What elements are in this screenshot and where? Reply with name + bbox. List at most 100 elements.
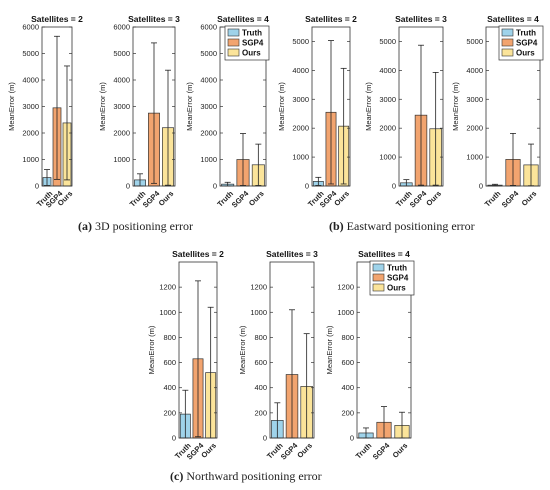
y-tick-label: 0	[172, 434, 176, 443]
y-axis-label: MeanError (m)	[7, 82, 16, 131]
y-axis-label: MeanError (m)	[185, 82, 194, 131]
y-tick-label: 6000	[22, 23, 39, 32]
y-tick-label: 5000	[200, 49, 217, 58]
y-tick-label: 2000	[200, 129, 217, 138]
x-tick-label-ours: Ours	[295, 441, 314, 460]
caption-c-tag: (c)	[170, 469, 184, 483]
chart-6: 0 1000 2000 3000 4000 5000 Satellites = 4 MeanE…	[451, 14, 544, 210]
legend-label-ours: Ours	[242, 49, 261, 58]
y-tick-label: 1000	[200, 155, 217, 164]
y-axis-label: MeanError (m)	[98, 82, 107, 131]
legend-swatch-sgp4	[227, 38, 240, 47]
chart-title: Satellites = 4	[358, 249, 410, 259]
chart-title: Satellites = 4	[217, 14, 269, 24]
caption-b: (b) Eastward positioning error	[329, 219, 475, 234]
y-tick-label: 4000	[379, 66, 396, 75]
y-axis-label: MeanError (m)	[364, 82, 373, 131]
chart-4: 0 1000 2000 3000 4000 5000 Satellites = 2 MeanE…	[277, 14, 357, 210]
y-tick-label: 0	[392, 182, 396, 191]
axes-box	[269, 261, 315, 439]
chart-title: Satellites = 2	[172, 249, 224, 259]
axes-box	[398, 26, 444, 187]
x-tick-label-ours: Ours	[332, 189, 351, 208]
y-tick-label: 600	[163, 358, 176, 367]
chart-title: Satellites = 2	[31, 14, 83, 24]
y-tick-label: 4000	[292, 66, 309, 75]
y-tick-label: 1200	[159, 283, 176, 292]
y-tick-label: 6000	[200, 23, 217, 32]
legend-label-truth: Truth	[242, 29, 262, 38]
legend-swatch-truth	[227, 28, 240, 37]
y-tick-label: 800	[163, 333, 176, 342]
x-tick-label-sgp4: SGP4	[500, 188, 521, 209]
y-tick-label: 3000	[113, 102, 130, 111]
y-tick-label: 200	[254, 408, 267, 417]
y-tick-label: 0	[263, 434, 267, 443]
y-tick-label: 5000	[292, 37, 309, 46]
legend-swatch-truth	[372, 263, 385, 272]
y-tick-label: 5000	[113, 49, 130, 58]
x-tick-label-sgp4: SGP4	[371, 440, 392, 461]
x-tick-label-truth: Truth	[354, 441, 374, 461]
legend-swatch-sgp4	[372, 273, 385, 282]
x-tick-label-sgp4: SGP4	[230, 188, 251, 209]
caption-b-text: Eastward positioning error	[346, 219, 475, 233]
chart-title: Satellites = 4	[487, 14, 539, 24]
y-tick-label: 200	[163, 408, 176, 417]
legend-label-sgp4: SGP4	[242, 39, 264, 48]
caption-c-text: Northward positioning error	[186, 469, 322, 483]
legend-label-sgp4: SGP4	[387, 274, 409, 283]
x-tick-label-ours: Ours	[157, 189, 176, 208]
y-tick-label: 5000	[379, 37, 396, 46]
y-tick-label: 5000	[466, 37, 483, 46]
x-tick-label-ours: Ours	[247, 189, 266, 208]
chart-title: Satellites = 3	[128, 14, 180, 24]
y-tick-label: 0	[213, 182, 217, 191]
chart-5: 0 1000 2000 3000 4000 5000 Satellites = 3 MeanE…	[364, 14, 447, 210]
caption-c: (c) Northward positioning error	[170, 469, 322, 484]
y-tick-label: 400	[163, 383, 176, 392]
y-tick-label: 3000	[379, 95, 396, 104]
y-tick-label: 4000	[200, 76, 217, 85]
y-tick-label: 4000	[22, 76, 39, 85]
x-tick-label-ours: Ours	[520, 189, 539, 208]
chart-7: 0 200 400 600 800 1000 1200 Satellites = 2 MeanE…	[147, 249, 224, 462]
y-axis-label: MeanError (m)	[238, 325, 247, 374]
y-tick-label: 4000	[466, 66, 483, 75]
y-tick-label: 800	[341, 333, 354, 342]
y-tick-label: 0	[350, 434, 354, 443]
y-tick-label: 1000	[22, 155, 39, 164]
y-tick-label: 2000	[379, 124, 396, 133]
y-tick-label: 800	[254, 333, 267, 342]
y-tick-label: 1200	[250, 283, 267, 292]
legend-swatch-sgp4	[501, 38, 514, 47]
chart-title: Satellites = 3	[266, 249, 318, 259]
y-tick-label: 5000	[22, 49, 39, 58]
x-tick-label-truth: Truth	[483, 189, 503, 209]
legend-label-sgp4: SGP4	[516, 39, 538, 48]
chart-title: Satellites = 2	[305, 14, 357, 24]
y-axis-label: MeanError (m)	[325, 325, 334, 374]
y-tick-label: 0	[305, 182, 309, 191]
y-tick-label: 2000	[22, 129, 39, 138]
chart-9: 0 200 400 600 800 1000 1200 Satellites = 4 MeanE…	[325, 249, 415, 462]
y-tick-label: 2000	[113, 129, 130, 138]
y-tick-label: 600	[254, 358, 267, 367]
y-tick-label: 1000	[113, 155, 130, 164]
y-tick-label: 4000	[113, 76, 130, 85]
y-tick-label: 200	[341, 408, 354, 417]
y-tick-label: 1000	[337, 308, 354, 317]
y-axis-label: MeanError (m)	[451, 82, 460, 131]
y-tick-label: 2000	[466, 124, 483, 133]
axes-box	[178, 261, 218, 439]
y-tick-label: 3000	[200, 102, 217, 111]
y-tick-label: 0	[35, 182, 39, 191]
y-tick-label: 600	[341, 358, 354, 367]
legend-label-truth: Truth	[387, 264, 407, 273]
axes-box	[311, 26, 351, 187]
caption-a: (a) 3D positioning error	[78, 219, 193, 234]
y-tick-label: 1000	[159, 308, 176, 317]
